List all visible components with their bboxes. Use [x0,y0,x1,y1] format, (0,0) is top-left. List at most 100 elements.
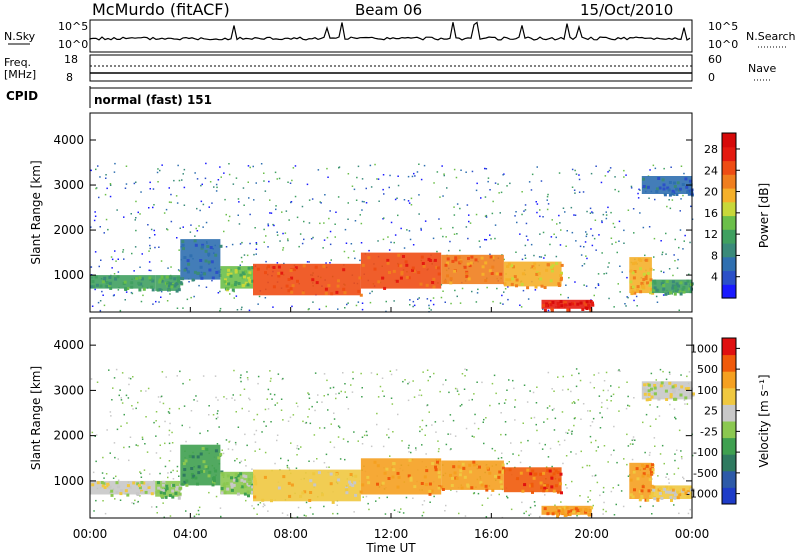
power-speck [193,295,195,298]
velocity-speck [171,431,173,434]
power-speck [369,301,372,304]
power-band-texture [227,268,231,272]
power-speck [613,226,616,228]
velocity-speck [627,445,630,447]
power-band-texture [137,281,141,285]
velocity-band-texture [667,490,671,494]
velocity-speck [363,434,366,437]
power-band-texture [130,285,134,289]
power-speck [365,202,368,204]
power-colorbar-segment [722,188,736,203]
power-speck [371,290,373,293]
velocity-speck [551,409,554,411]
velocity-speck [594,475,596,477]
power-speck [235,177,238,179]
power-speck [90,169,92,172]
velocity-speck [410,451,412,454]
power-speck [124,299,126,301]
velocity-band-texture [656,498,660,502]
velocity-speck [352,371,354,373]
velocity-speck [120,399,123,401]
power-band-texture [211,276,215,280]
time-tick-label: 20:00 [574,527,609,541]
power-speck [538,256,541,258]
velocity-speck [500,457,503,459]
velocity-band-texture [441,488,445,491]
power-band-texture [431,281,435,284]
velocity-band-texture [459,469,463,473]
velocity-band-texture [686,495,690,499]
velocity-speck [595,439,597,442]
velocity-band-texture [650,470,653,474]
velocity-speck [128,459,130,462]
freq-panel-frame [89,54,693,82]
power-band-texture [199,274,203,278]
power-band-texture [511,265,515,269]
power-speck [100,259,102,261]
power-band-texture [160,279,164,283]
power-speck [536,203,539,205]
velocity-speck [255,429,258,432]
power-speck [466,204,469,206]
velocity-speck [305,501,308,504]
power-speck [559,244,562,246]
power-speck [117,258,119,260]
power-speck [329,210,331,212]
power-speck [691,218,694,220]
power-band-texture [646,185,650,189]
power-band-texture [219,244,223,248]
power-speck [678,309,680,311]
power-speck [595,249,597,251]
velocity-band-texture [214,469,218,473]
power-speck [560,293,562,296]
power-speck [135,229,137,232]
velocity-band-texture [563,513,567,517]
power-speck [219,309,221,312]
velocity-speck [261,431,263,433]
power-band-texture [210,260,214,264]
power-band-texture [330,292,334,296]
velocity-speck [439,390,441,393]
velocity-band-texture [200,470,204,474]
velocity-speck [228,441,230,443]
velocity-band-texture [329,482,333,486]
velocity-band-texture [545,488,549,492]
power-ylabel: Slant Range [km] [29,160,43,264]
power-band-texture [324,287,328,291]
power-speck [444,301,446,303]
power-speck [312,236,314,239]
velocity-speck [505,399,507,401]
power-band-texture [454,256,458,260]
power-speck [442,235,444,238]
power-speck [103,304,106,307]
velocity-colorbar-tick-label: 100 [697,384,718,397]
velocity-band-texture [546,468,550,472]
power-speck [547,193,549,196]
power-band-texture [686,279,690,283]
velocity-band-texture [329,472,333,476]
velocity-band-texture [651,468,655,472]
power-speck [149,244,151,247]
velocity-band-texture [251,485,255,489]
velocity-speck [155,435,157,437]
velocity-speck [155,411,158,413]
power-speck [679,229,682,231]
velocity-speck [115,368,118,371]
power-speck [98,196,100,199]
velocity-speck [297,405,299,408]
velocity-speck [518,454,520,457]
power-speck [196,178,199,180]
power-speck [354,220,357,222]
velocity-speck [231,397,233,399]
velocity-band-texture [192,474,196,478]
velocity-band-texture [438,475,441,479]
power-band-texture [550,265,553,269]
velocity-speck [404,379,406,381]
power-speck [443,173,445,175]
power-speck [607,171,609,173]
velocity-band-texture [236,474,240,478]
power-band-texture [499,272,503,276]
power-speck [571,168,574,171]
velocity-speck [490,494,493,496]
velocity-speck [468,399,470,401]
